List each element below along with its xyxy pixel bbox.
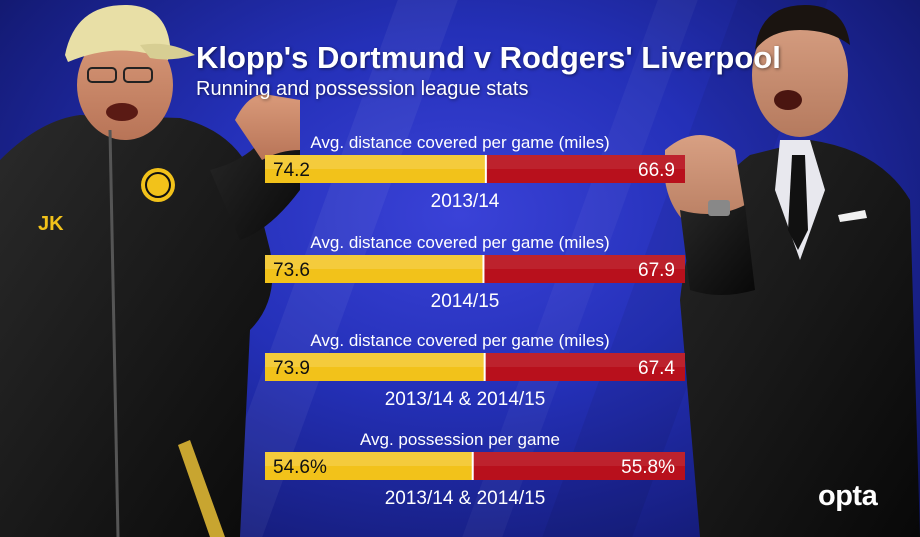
dortmund-bar-highlight [265, 155, 486, 169]
dortmund-bar [265, 353, 485, 381]
season-label: 2013/14 & 2014/15 [385, 389, 546, 410]
svg-text:JK: JK [38, 213, 64, 235]
liverpool-bar [483, 255, 685, 283]
opta-logo: opta [818, 480, 878, 512]
season-label: 2014/15 [431, 291, 500, 312]
liverpool-bar [485, 155, 685, 183]
dortmund-value-label: 73.9 [273, 358, 310, 379]
dortmund-bar [265, 452, 473, 480]
page-subtitle: Running and possession league stats [196, 78, 529, 100]
liverpool-bar [484, 353, 685, 381]
dortmund-bar-highlight [265, 255, 484, 269]
season-label: 2013/14 & 2014/15 [385, 488, 546, 509]
liverpool-value-label: 67.9 [638, 260, 675, 281]
liverpool-bar-highlight [472, 452, 685, 466]
dortmund-bar [265, 155, 486, 183]
left-manager-photo: JK [0, 5, 300, 537]
dortmund-value-label: 54.6% [273, 457, 327, 478]
chart-block-title: Avg. possession per game [360, 430, 560, 449]
dortmund-bar-highlight [265, 353, 485, 367]
liverpool-bar [472, 452, 685, 480]
chart-block-title: Avg. distance covered per game (miles) [310, 331, 609, 350]
dortmund-value-label: 73.6 [273, 260, 310, 281]
liverpool-bar-highlight [483, 255, 685, 269]
dortmund-value-label: 74.2 [273, 160, 310, 181]
chart-block-title: Avg. distance covered per game (miles) [310, 233, 609, 252]
right-manager-photo [665, 5, 920, 537]
dortmund-bar-highlight [265, 452, 473, 466]
liverpool-value-label: 66.9 [638, 160, 675, 181]
liverpool-bar-highlight [484, 353, 685, 367]
dortmund-bar [265, 255, 484, 283]
liverpool-bar-highlight [485, 155, 685, 169]
liverpool-value-label: 67.4 [638, 358, 675, 379]
season-label: 2013/14 [431, 191, 500, 212]
liverpool-value-label: 55.8% [621, 457, 675, 478]
page-title: Klopp's Dortmund v Rodgers' Liverpool [196, 40, 781, 75]
chart-block-title: Avg. distance covered per game (miles) [310, 133, 609, 152]
